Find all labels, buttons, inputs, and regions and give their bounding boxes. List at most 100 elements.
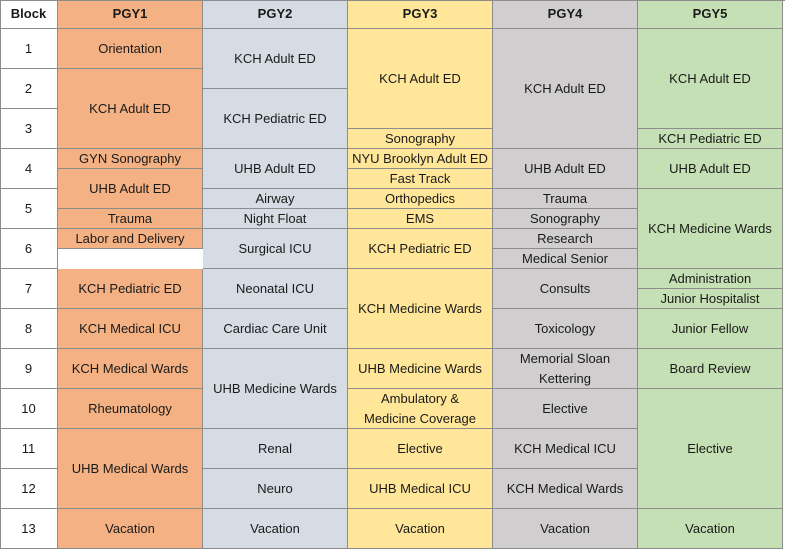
rotation-cell: Junior Hospitalist [638, 289, 783, 309]
rotation-label: UHB Medical Wards [71, 460, 189, 476]
rotation-label: Night Float [243, 210, 307, 226]
block-number-label: 9 [24, 360, 33, 376]
rotation-label: Labor and Delivery [75, 230, 185, 246]
rotation-label: UHB Medicine Wards [358, 360, 482, 376]
block-number: 1 [0, 29, 58, 69]
rotation-label: Orientation [98, 40, 162, 56]
rotation-cell: Vacation [493, 509, 638, 549]
rotation-label: Rheumatology [88, 400, 172, 416]
column-header-label: PGY3 [402, 6, 438, 21]
rotation-cell: Board Review [638, 349, 783, 389]
rotation-cell: KCH Medical ICU [493, 429, 638, 469]
rotation-cell: KCH Pediatric ED [203, 89, 348, 149]
rotation-label: KCH Medical ICU [514, 440, 616, 456]
rotation-label: Consults [539, 280, 591, 296]
block-number-label: 1 [24, 40, 33, 56]
rotation-label: KCH Adult ED [89, 100, 171, 116]
rotation-label: KCH Pediatric ED [658, 130, 762, 146]
block-number-label: 10 [21, 400, 36, 416]
rotation-cell: Elective [493, 389, 638, 429]
column-header: Block [0, 0, 58, 29]
rotation-cell: Fast Track [348, 169, 493, 189]
rotation-label: Research [537, 230, 593, 246]
rotation-label: Kettering [538, 370, 592, 386]
rotation-label: Medical Senior [522, 250, 608, 266]
rotation-cell: UHB Medicine Wards [203, 349, 348, 429]
rotation-cell: Neonatal ICU [203, 269, 348, 309]
column-header: PGY2 [203, 0, 348, 29]
block-number-label: 2 [24, 80, 33, 96]
rotation-cell: KCH Adult ED [58, 69, 203, 149]
rotation-label: KCH Adult ED [379, 70, 461, 86]
rotation-cell: Vacation [348, 509, 493, 549]
rotation-label: EMS [405, 210, 435, 226]
rotation-label: Trauma [542, 190, 588, 206]
rotation-cell: Airway [203, 189, 348, 209]
rotation-label: KCH Medicine Wards [648, 220, 772, 236]
rotation-cell: KCH Pediatric ED [638, 129, 783, 149]
rotation-label: KCH Medicine Wards [358, 300, 482, 316]
rotation-cell: UHB Adult ED [493, 149, 638, 189]
block-number-label: 3 [24, 120, 33, 136]
rotation-label: KCH Pediatric ED [78, 280, 182, 296]
rotation-cell: NYU Brooklyn Adult ED [348, 149, 493, 169]
rotation-label: Vacation [685, 520, 735, 536]
rotation-cell: UHB Adult ED [203, 149, 348, 189]
column-header-label: PGY5 [692, 6, 728, 21]
rotation-cell: GYN Sonography [58, 149, 203, 169]
column-header: PGY4 [493, 0, 638, 29]
rotation-label: Memorial Sloan [519, 350, 611, 366]
rotation-label: UHB Adult ED [234, 160, 316, 176]
block-number: 12 [0, 469, 58, 509]
block-number-label: 8 [24, 320, 33, 336]
rotation-label: Vacation [105, 520, 155, 536]
rotation-cell: KCH Medical ICU [58, 309, 203, 349]
block-number-label: 5 [24, 200, 33, 216]
rotation-cell: UHB Adult ED [638, 149, 783, 189]
rotation-cell: UHB Medical ICU [348, 469, 493, 509]
rotation-cell: Elective [638, 389, 783, 509]
rotation-label: Trauma [107, 210, 153, 226]
rotation-cell: Ambulatory & Medicine Coverage [348, 389, 493, 429]
rotation-label: Orthopedics [384, 190, 456, 206]
rotation-label: Ambulatory & [380, 390, 460, 406]
rotation-label: Cardiac Care Unit [223, 320, 327, 336]
column-header-label: PGY2 [257, 6, 293, 21]
rotation-label: Elective [397, 440, 443, 456]
rotation-cell: Administration [638, 269, 783, 289]
rotation-label: Medicine Coverage [363, 410, 476, 426]
rotation-cell: Sonography [348, 129, 493, 149]
block-number: 13 [0, 509, 58, 549]
block-number-label: 4 [24, 160, 33, 176]
rotation-label: Surgical ICU [238, 240, 312, 256]
rotation-cell: Trauma [493, 189, 638, 209]
rotation-label: KCH Pediatric ED [223, 110, 327, 126]
rotation-label: Airway [255, 190, 295, 206]
rotation-label: Board Review [669, 360, 751, 376]
rotation-cell: Cardiac Care Unit [203, 309, 348, 349]
rotation-cell: Vacation [203, 509, 348, 549]
rotation-cell: Surgical ICU [203, 229, 348, 269]
rotation-label: UHB Adult ED [524, 160, 606, 176]
rotation-cell: Orthopedics [348, 189, 493, 209]
block-number-label: 12 [21, 480, 36, 496]
rotation-cell: Toxicology [493, 309, 638, 349]
rotation-label: Administration [668, 270, 752, 286]
rotation-label: Junior Hospitalist [660, 290, 760, 306]
rotation-label: Neonatal ICU [235, 280, 315, 296]
block-number: 8 [0, 309, 58, 349]
rotation-label: Renal [258, 440, 292, 456]
rotation-cell: Junior Fellow [638, 309, 783, 349]
rotation-label: Sonography [384, 130, 456, 146]
rotation-cell: KCH Medicine Wards [348, 269, 493, 349]
rotation-cell: KCH Pediatric ED [58, 269, 203, 309]
block-number: 10 [0, 389, 58, 429]
rotation-cell: Memorial Sloan Kettering [493, 349, 638, 389]
rotation-cell: KCH Adult ED [638, 29, 783, 129]
rotation-cell: KCH Pediatric ED [348, 229, 493, 269]
rotation-cell: Medical Senior [493, 249, 638, 269]
rotation-label: UHB Adult ED [89, 180, 171, 196]
rotation-label: KCH Pediatric ED [368, 240, 472, 256]
rotation-label: Vacation [250, 520, 300, 536]
